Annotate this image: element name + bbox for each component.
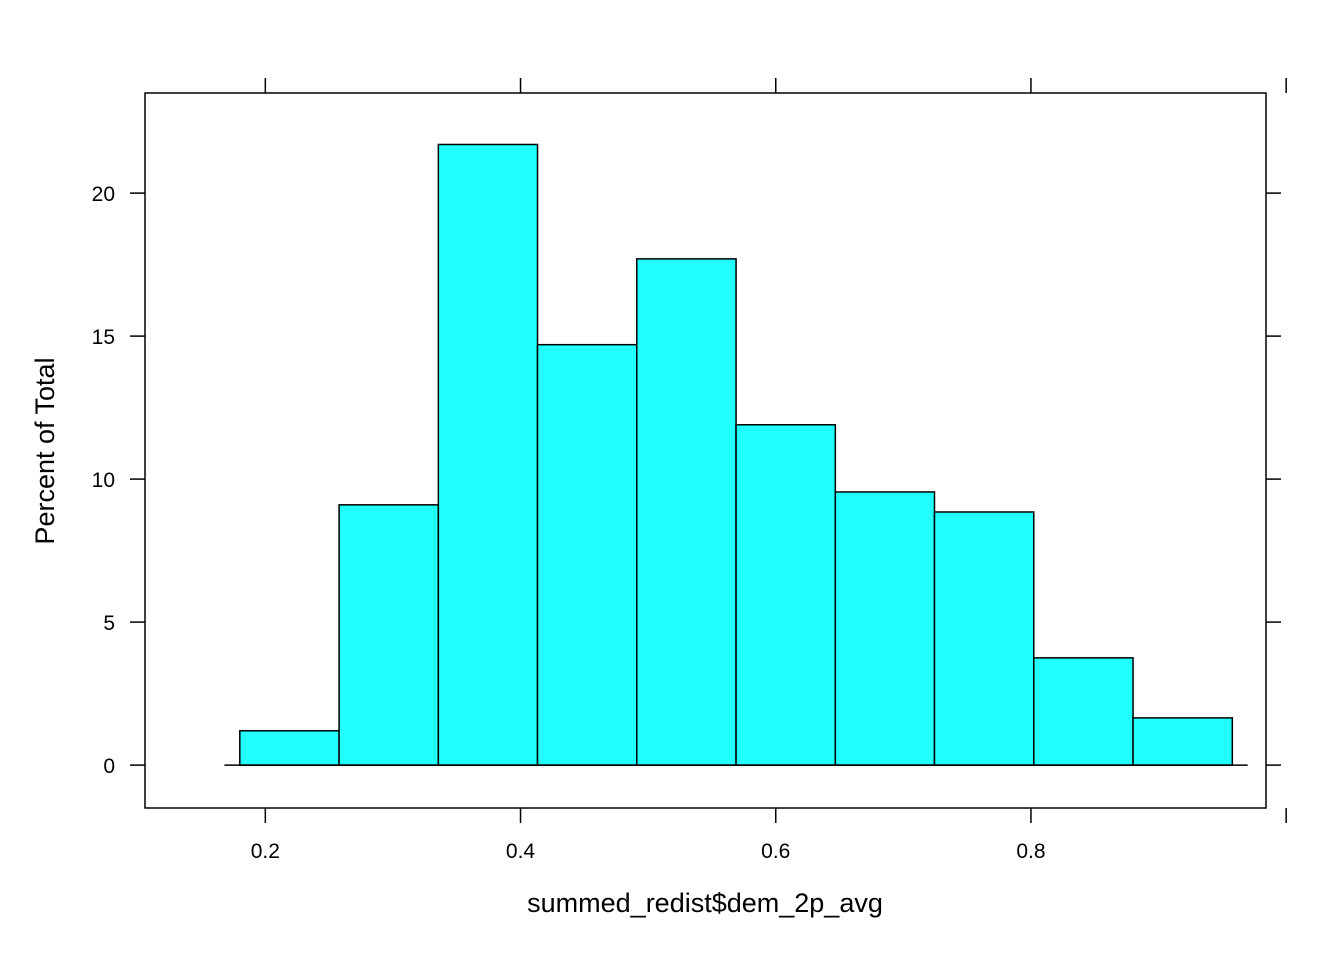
histogram-bar <box>933 511 1035 766</box>
histogram-bar <box>1033 657 1134 766</box>
y-tick-label: 5 <box>103 612 115 635</box>
x-tick-label: 0.6 <box>761 840 790 863</box>
x-axis-ticks: 0.2 0.4 0.6 0.8 <box>251 78 1287 863</box>
histogram-bar <box>636 258 737 766</box>
x-axis-title: summed_redist$dem_2p_avg <box>527 888 883 918</box>
histogram-bar <box>1132 717 1234 766</box>
histogram-bars <box>239 143 1234 766</box>
histogram-bar <box>338 504 440 766</box>
x-tick-label: 0.4 <box>506 840 536 863</box>
plot-frame <box>144 92 1267 809</box>
histogram-bar <box>735 424 837 766</box>
histogram-bar <box>437 143 539 766</box>
histogram-bar <box>834 491 936 766</box>
y-tick-label: 0 <box>103 755 115 778</box>
histogram-bar <box>239 730 340 766</box>
y-axis-ticks: 0 5 10 15 20 <box>92 183 1281 778</box>
y-tick-label: 15 <box>92 326 115 349</box>
x-tick-label: 0.8 <box>1016 840 1045 863</box>
y-tick-label: 20 <box>92 183 115 206</box>
y-axis-title: Percent of Total <box>30 357 60 544</box>
x-tick-label: 0.2 <box>251 840 280 863</box>
y-tick-label: 10 <box>92 469 115 492</box>
histogram-bar <box>536 343 638 766</box>
